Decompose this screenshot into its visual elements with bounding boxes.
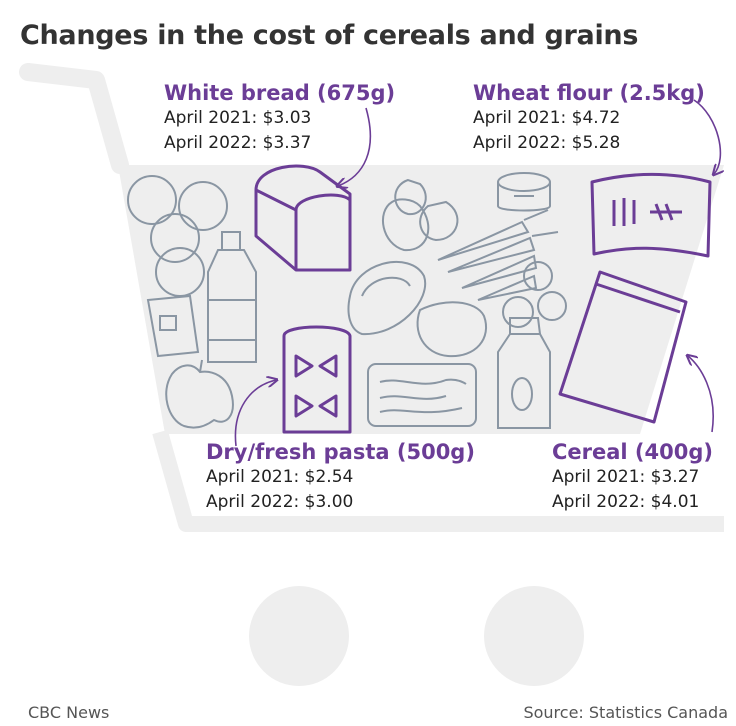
arrow-cereal — [688, 356, 714, 433]
arrow-white-bread — [338, 107, 372, 186]
white-bread-label: White bread (675g) April 2021: $3.03 Apr… — [164, 80, 395, 156]
bell-pepper-icon — [416, 301, 487, 358]
wheat-flour-label: Wheat flour (2.5kg) April 2021: $4.72 Ap… — [473, 80, 705, 156]
price-april-2022: April 2022: $4.01 — [552, 492, 700, 512]
cart-wheel-right — [484, 586, 584, 686]
cereal-bag-icon — [558, 270, 688, 424]
can-icon — [497, 172, 551, 212]
product-name: Cereal (400g) — [552, 440, 713, 464]
price-april-2021: April 2021: $3.03 — [164, 108, 312, 128]
bottle-icon — [207, 231, 257, 363]
pepper-icon — [165, 359, 234, 429]
onions-icon — [382, 178, 459, 252]
milk-carton-icon — [497, 317, 551, 429]
price-april-2021: April 2021: $3.27 — [552, 467, 700, 487]
price-april-2022: April 2022: $3.00 — [206, 492, 354, 512]
arrow-wheat-flour — [693, 99, 720, 174]
meat-tray-icon — [347, 260, 427, 336]
price-april-2022: April 2022: $3.37 — [164, 133, 312, 153]
arrow-pasta — [234, 380, 276, 447]
apples-icon — [502, 261, 567, 328]
cart-wheel-left — [249, 586, 349, 686]
price-april-2021: April 2021: $4.72 — [473, 108, 621, 128]
price-april-2022: April 2022: $5.28 — [473, 133, 621, 153]
price-april-2021: April 2021: $2.54 — [206, 467, 354, 487]
source-text: Source: Statistics Canada — [523, 703, 728, 722]
cereal-label: Cereal (400g) April 2021: $3.27 April 20… — [552, 439, 713, 515]
pasta-bag-icon — [282, 325, 352, 434]
bread-icon — [254, 164, 352, 272]
pasta-label: Dry/fresh pasta (500g) April 2021: $2.54… — [206, 439, 475, 515]
product-name: White bread (675g) — [164, 81, 396, 105]
flour-bag-icon — [590, 172, 712, 258]
cart-frame — [152, 429, 724, 532]
credit-text: CBC News — [28, 703, 110, 722]
ground-meat-icon — [367, 363, 477, 427]
chart-title: Changes in the cost of cereals and grain… — [20, 20, 639, 51]
cart-handle — [19, 63, 129, 174]
product-name: Dry/fresh pasta (500g) — [206, 440, 475, 464]
milk-carton-small-icon — [146, 294, 200, 358]
carrots-icon — [437, 209, 559, 301]
product-name: Wheat flour (2.5kg) — [473, 81, 705, 105]
